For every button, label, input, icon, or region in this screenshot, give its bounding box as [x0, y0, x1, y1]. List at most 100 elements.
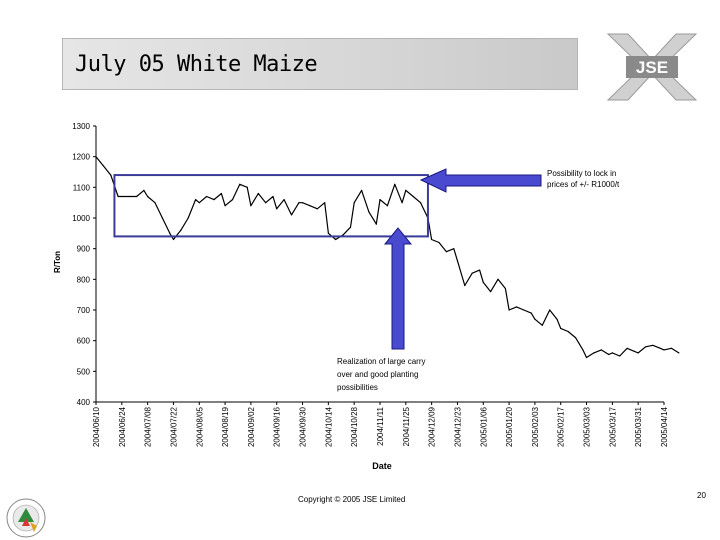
- x-tick-label: 2005/01/06: [479, 406, 488, 447]
- price-lock-box: [113, 174, 429, 238]
- x-tick-label: 2004/11/25: [402, 406, 411, 446]
- price-point: [349, 226, 352, 228]
- price-point: [224, 205, 226, 207]
- y-tick-label: 1300: [72, 122, 90, 131]
- price-point: [431, 238, 433, 241]
- price-point: [117, 195, 119, 198]
- price-point: [530, 312, 532, 314]
- x-tick-label: 2004/08/19: [221, 406, 230, 447]
- price-point: [309, 205, 311, 207]
- price-point: [276, 208, 278, 210]
- x-tick-label: 2004/12/09: [428, 406, 437, 447]
- price-point: [479, 269, 481, 271]
- price-point: [659, 347, 661, 349]
- price-point: [257, 192, 259, 195]
- price-point: [187, 217, 189, 219]
- price-point: [95, 156, 97, 158]
- page-number: 20: [697, 491, 706, 500]
- price-point: [464, 284, 466, 287]
- price-point: [316, 208, 318, 210]
- price-point: [110, 174, 112, 176]
- price-point: [482, 281, 484, 283]
- x-tick-label: 2004/06/24: [118, 406, 127, 447]
- price-point: [645, 346, 647, 348]
- copyright-text: Copyright © 2005 JSE Limited: [298, 495, 406, 504]
- price-point: [541, 324, 543, 326]
- price-point: [121, 195, 123, 198]
- price-point: [239, 183, 241, 185]
- title-bar: July 05 White Maize: [62, 38, 578, 90]
- safex-seal-icon: [6, 498, 46, 538]
- price-point: [663, 349, 665, 351]
- y-axis-label: R/Ton: [53, 251, 62, 273]
- price-point: [154, 202, 156, 204]
- price-point: [272, 195, 274, 198]
- chart-series: [95, 156, 680, 359]
- x-tick-label: 2005/03/03: [583, 406, 592, 447]
- chart-arrows: [383, 168, 542, 350]
- price-point: [136, 195, 138, 198]
- price-point: [265, 202, 267, 204]
- price-point: [198, 202, 200, 204]
- price-point: [608, 353, 610, 356]
- price-point: [633, 350, 636, 352]
- price-point: [523, 309, 525, 311]
- y-tick-label: 600: [77, 337, 91, 346]
- price-point: [626, 347, 628, 349]
- price-point: [560, 327, 562, 329]
- price-point: [412, 195, 414, 198]
- price-point: [556, 318, 558, 320]
- price-point: [180, 229, 182, 231]
- x-axis-label: Date: [372, 461, 392, 471]
- price-point: [600, 349, 602, 351]
- price-point: [619, 355, 621, 357]
- x-tick-label: 2004/06/10: [92, 406, 101, 447]
- carry-over-note-line3: possibilities: [337, 383, 378, 392]
- price-point: [637, 352, 639, 354]
- x-tick-label: 2005/03/31: [634, 406, 643, 447]
- y-tick-label: 800: [77, 275, 91, 284]
- carry-over-note-line2: over and good planting: [337, 370, 418, 379]
- carry-over-note: Realization of large carry: [337, 357, 425, 366]
- price-point: [220, 192, 222, 195]
- lock-in-note-line2: prices of +/- R1000/t: [547, 180, 620, 189]
- price-point: [206, 195, 208, 198]
- price-point: [342, 234, 344, 236]
- slide-title: July 05 White Maize: [75, 52, 318, 77]
- price-point: [401, 202, 403, 204]
- price-point: [368, 211, 370, 213]
- price-point: [301, 202, 304, 204]
- price-point: [335, 238, 337, 241]
- price-point: [471, 272, 473, 274]
- price-point: [250, 205, 252, 207]
- price-point: [453, 248, 455, 250]
- price-point: [574, 337, 577, 339]
- price-point: [405, 189, 407, 191]
- price-point: [456, 260, 459, 262]
- price-point: [678, 352, 680, 354]
- price-point: [324, 202, 326, 204]
- y-tick-label: 700: [77, 306, 91, 315]
- x-tick-label: 2004/11/11: [376, 406, 385, 445]
- price-point: [508, 309, 510, 311]
- y-tick-label: 500: [77, 367, 91, 376]
- x-tick-label: 2004/07/22: [169, 406, 178, 447]
- up-arrow-icon: [383, 227, 413, 350]
- price-point: [361, 189, 363, 191]
- x-tick-label: 2005/01/20: [505, 406, 514, 447]
- price-point: [670, 347, 673, 349]
- price-point: [128, 195, 130, 198]
- price-point: [504, 287, 506, 290]
- x-tick-label: 2005/03/17: [608, 406, 617, 447]
- price-point: [353, 202, 355, 204]
- price-point: [231, 199, 234, 201]
- price-point: [386, 205, 388, 207]
- y-tick-label: 1100: [73, 183, 91, 192]
- price-point: [445, 251, 447, 253]
- y-tick-label: 400: [77, 398, 91, 407]
- lock-in-note: Possibility to lock in: [547, 169, 616, 178]
- price-point: [195, 199, 197, 201]
- x-tick-label: 2004/12/23: [453, 406, 462, 447]
- jse-logo: JSE: [606, 33, 698, 101]
